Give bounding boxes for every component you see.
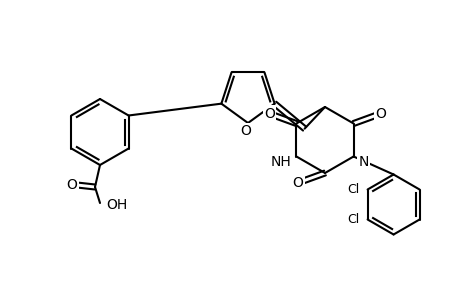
Text: NH: NH (270, 154, 291, 169)
Text: Cl: Cl (347, 183, 359, 196)
Text: O: O (67, 178, 77, 192)
Text: O: O (263, 106, 274, 121)
Text: N: N (358, 154, 368, 169)
Text: Cl: Cl (347, 213, 359, 226)
Text: O: O (292, 176, 303, 190)
Text: O: O (240, 124, 251, 138)
Text: OH: OH (106, 198, 127, 212)
Text: O: O (375, 106, 385, 121)
